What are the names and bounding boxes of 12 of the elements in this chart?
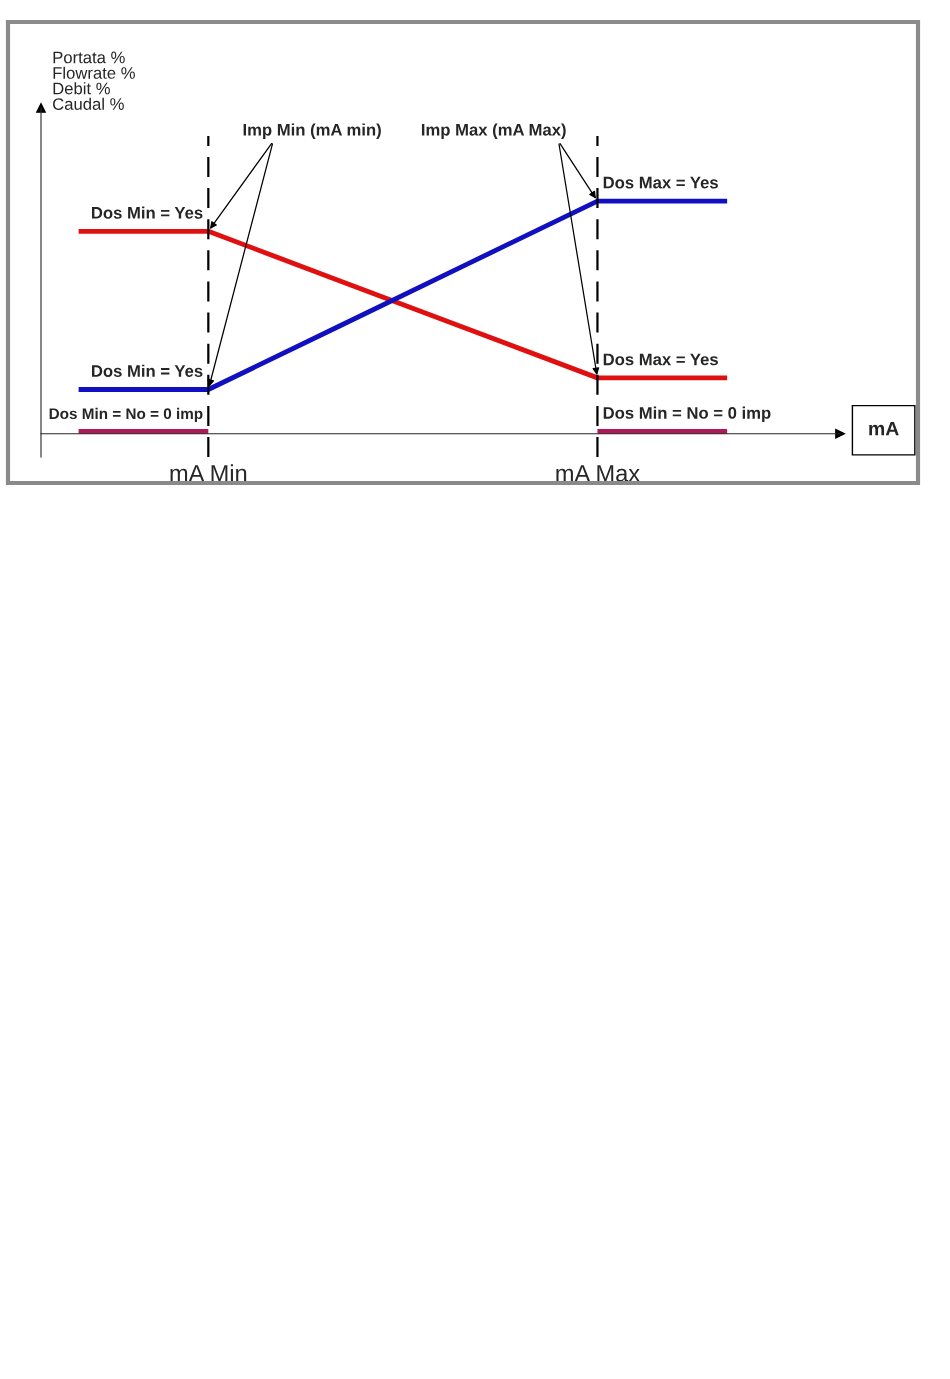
annotation: Dos Max = Yes: [603, 353, 718, 366]
x-tick-label: mA Max: [556, 465, 640, 482]
annotation: Dos Min = Yes: [92, 364, 203, 377]
annotation: Dos Min = No = 0 imp: [603, 406, 771, 423]
text: Portata % Flowrate % Debit % Caudal %: [53, 51, 135, 110]
x-tick-label: mA Min: [170, 464, 247, 482]
annotation: Dos Min = No = 0 imp: [49, 407, 203, 423]
annotation: Dos Max = Yes: [603, 176, 718, 189]
annotation: Imp Min (mA min): [243, 123, 381, 139]
annotation: Imp Max (mA Max): [421, 123, 566, 139]
annotation: Dos Min = Yes: [92, 206, 203, 219]
x-axis-title: mA: [869, 421, 899, 436]
